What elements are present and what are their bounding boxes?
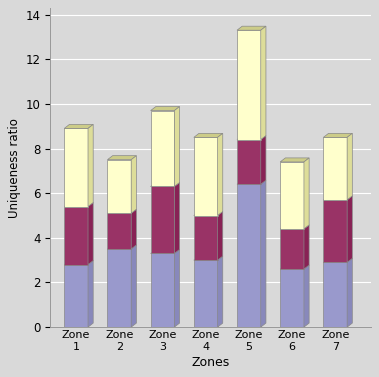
Polygon shape bbox=[64, 202, 93, 207]
Polygon shape bbox=[218, 211, 223, 260]
Bar bbox=[107, 160, 131, 213]
Polygon shape bbox=[261, 180, 266, 327]
Polygon shape bbox=[150, 182, 180, 187]
Polygon shape bbox=[64, 124, 93, 129]
Polygon shape bbox=[194, 211, 223, 216]
Y-axis label: Uniqueness ratio: Uniqueness ratio bbox=[8, 118, 21, 218]
Polygon shape bbox=[347, 196, 352, 262]
Bar bbox=[237, 139, 261, 184]
Polygon shape bbox=[131, 245, 136, 327]
Polygon shape bbox=[261, 26, 266, 139]
Polygon shape bbox=[280, 265, 309, 269]
Polygon shape bbox=[174, 107, 180, 187]
Polygon shape bbox=[304, 225, 309, 269]
Polygon shape bbox=[88, 124, 93, 207]
Bar bbox=[194, 260, 218, 327]
Bar bbox=[280, 162, 304, 229]
Bar bbox=[323, 137, 347, 200]
Bar bbox=[194, 137, 218, 216]
Bar bbox=[194, 216, 218, 260]
Polygon shape bbox=[174, 250, 180, 327]
Polygon shape bbox=[237, 26, 266, 30]
Polygon shape bbox=[194, 133, 223, 137]
Bar bbox=[64, 207, 88, 265]
Polygon shape bbox=[64, 261, 93, 265]
Polygon shape bbox=[304, 158, 309, 229]
Bar bbox=[150, 187, 174, 253]
Polygon shape bbox=[237, 136, 266, 139]
Bar bbox=[237, 30, 261, 139]
Polygon shape bbox=[131, 156, 136, 213]
Polygon shape bbox=[323, 258, 352, 262]
Polygon shape bbox=[218, 133, 223, 216]
Polygon shape bbox=[323, 196, 352, 200]
Polygon shape bbox=[304, 265, 309, 327]
Polygon shape bbox=[107, 245, 136, 249]
Bar bbox=[64, 129, 88, 207]
X-axis label: Zones: Zones bbox=[191, 356, 230, 369]
Polygon shape bbox=[280, 158, 309, 162]
Polygon shape bbox=[174, 182, 180, 253]
Polygon shape bbox=[218, 256, 223, 327]
Polygon shape bbox=[107, 209, 136, 213]
Polygon shape bbox=[150, 107, 180, 110]
Polygon shape bbox=[237, 180, 266, 184]
Polygon shape bbox=[347, 258, 352, 327]
Polygon shape bbox=[88, 202, 93, 265]
Bar bbox=[64, 265, 88, 327]
Bar bbox=[237, 184, 261, 327]
Polygon shape bbox=[131, 209, 136, 249]
Polygon shape bbox=[280, 225, 309, 229]
Bar bbox=[323, 200, 347, 262]
Bar bbox=[107, 213, 131, 249]
Polygon shape bbox=[194, 256, 223, 260]
Bar bbox=[150, 110, 174, 187]
Bar bbox=[107, 249, 131, 327]
Polygon shape bbox=[88, 261, 93, 327]
Polygon shape bbox=[150, 250, 180, 253]
Bar bbox=[150, 253, 174, 327]
Polygon shape bbox=[261, 136, 266, 184]
Bar bbox=[323, 262, 347, 327]
Polygon shape bbox=[347, 133, 352, 200]
Bar bbox=[280, 269, 304, 327]
Polygon shape bbox=[323, 133, 352, 137]
Bar bbox=[280, 229, 304, 269]
Polygon shape bbox=[107, 156, 136, 160]
